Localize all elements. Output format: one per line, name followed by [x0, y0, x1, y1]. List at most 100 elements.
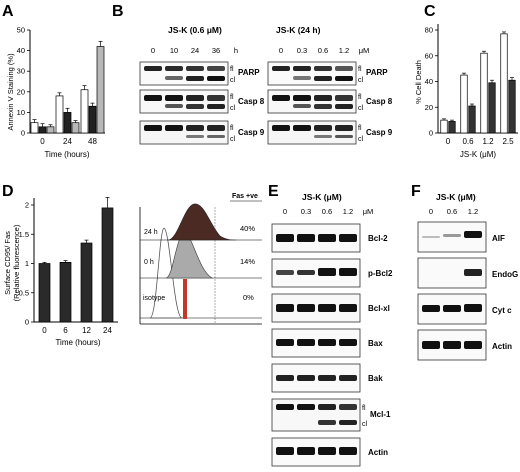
b-right-parp-label: PARP	[366, 68, 388, 77]
panel-d-xlabel: Time (hours)	[55, 338, 100, 347]
b-left-casp8-cl: cl	[230, 105, 236, 112]
panel-a-letter: A	[2, 3, 14, 20]
hist-row-0h-label: 0 h	[144, 259, 154, 266]
panel-e-letter: E	[268, 183, 279, 200]
panel-a-bar	[96, 46, 105, 134]
b-right-parp-fl: fl	[358, 66, 362, 73]
panel-d-xtick-label: 0	[42, 326, 47, 335]
panel-a-xtick-label: 0	[40, 137, 45, 146]
b-left-casp9-label: Casp 9	[238, 128, 265, 137]
panel-a-bar	[55, 95, 64, 134]
panel-e-lane-label: 1.2	[343, 207, 353, 216]
panel-b-left-lane-label: 36	[212, 46, 220, 55]
panel-d: D Surface CD95/ Fas (Relative fluorescen…	[2, 183, 262, 347]
panel-e-header: JS-K (μM)	[302, 192, 342, 202]
panel-e: E JS-K (μM) 0 0.3 0.6 1.2 μM	[268, 183, 393, 467]
panel-a-ytick-label: 30	[17, 67, 25, 76]
panel-b-left-lane-label: h	[234, 46, 238, 55]
panel-e-ticks: 0 0.3 0.6 1.2 μM	[283, 207, 373, 216]
e-label-mcl1-fl: fl	[362, 405, 366, 412]
b-left-parp-label: PARP	[238, 68, 260, 77]
panel-c-xtick-label: 0	[446, 137, 451, 146]
panel-a-bar	[38, 126, 47, 134]
b-left-casp8-fl: fl	[230, 94, 234, 101]
e-label-actin: Actin	[368, 448, 388, 457]
panel-a-bar	[63, 112, 72, 134]
panel-a-bar	[46, 126, 55, 134]
panel-d-ytick-label: 1	[25, 259, 29, 268]
panel-b-right-lane-label: 1.2	[339, 46, 349, 55]
panel-a-ylabel: Annexin V Staining (%)	[6, 53, 15, 131]
panel-c-xtick-label: 1.2	[482, 137, 494, 146]
e-label-bclxl: Bcl-xl	[368, 304, 390, 313]
panel-a-yticks: 0 10 20 30 40 50	[17, 26, 30, 138]
panel-c-bar	[468, 105, 476, 134]
panel-c-bar	[460, 74, 468, 134]
blot-f-cytc	[417, 293, 487, 325]
panel-a-bar	[71, 122, 80, 134]
panel-a-ytick-label: 50	[17, 26, 25, 35]
panel-a-xlabel: Time (hours)	[44, 150, 89, 159]
blot-e-bak	[271, 363, 361, 393]
panel-b-right-lane-label: μM	[359, 46, 370, 55]
panel-a-xticks: 0 24 48	[40, 137, 97, 146]
e-label-mcl1: Mcl-1	[370, 410, 391, 419]
panel-d-histogram: 24 h 0 h isotype Fas +ve 40% 14% 0%	[139, 193, 262, 325]
b-left-casp9-cl: cl	[230, 136, 236, 143]
panel-b-right-header: JS-K (24 h)	[276, 25, 321, 35]
b-left-parp-fl: fl	[230, 66, 234, 73]
panel-a-ytick-label: 10	[17, 108, 25, 117]
e-label-mcl1-cl: cl	[362, 421, 368, 428]
b-right-casp9-label: Casp 9	[366, 128, 393, 137]
panel-c-xlabel: JS-K (μM)	[460, 150, 496, 159]
panel-f-letter: F	[411, 183, 421, 200]
f-label-cytc-word: Cyt c	[492, 306, 512, 315]
f-label-actin: Actin	[492, 342, 512, 351]
panel-a-xtick-label: 48	[88, 137, 97, 146]
b-left-casp8-label: Casp 8	[238, 97, 265, 106]
panel-c-xticks: 0 0.6 1.2 2.5	[446, 137, 514, 146]
blot-f-endog	[417, 257, 487, 289]
panel-c-bar	[448, 121, 456, 134]
blot-b-left-casp9	[139, 120, 229, 145]
panel-a-ytick-label: 20	[17, 87, 25, 96]
panel-d-letter: D	[2, 183, 14, 200]
panel-d-xtick-label: 24	[103, 326, 112, 335]
hist-row-24h-value: 40%	[240, 224, 255, 233]
blot-b-left-parp	[139, 61, 229, 86]
e-label-pbcl2: p-Bcl2	[368, 269, 393, 278]
e-label-bak: Bak	[368, 374, 383, 383]
panel-a-xtick-label: 24	[63, 137, 72, 146]
panel-c-yticks: 0 20 40 60 80	[425, 26, 438, 138]
panel-d-bars	[38, 197, 114, 323]
blot-e-bax	[271, 328, 361, 358]
panel-d-bar	[38, 263, 51, 323]
panel-d-ytick-label: 2	[25, 201, 29, 210]
panel-b-letter: B	[112, 3, 124, 20]
panel-b-right-lane-label: 0.3	[297, 46, 307, 55]
b-right-casp8-cl: cl	[358, 105, 364, 112]
panel-b-right-lane-label: 0	[279, 46, 283, 55]
panel-c-letter: C	[424, 3, 436, 20]
panel-d-ytick-label: 0	[25, 318, 29, 327]
blot-f-aif	[417, 221, 487, 253]
panel-d-xticks: 0 6 12 24	[42, 326, 112, 335]
panel-c-xtick-label: 0.6	[462, 137, 474, 146]
b-right-casp9-cl: cl	[358, 136, 364, 143]
panel-f-ticks: 0 0.6 1.2	[429, 207, 478, 216]
blot-b-right-casp8	[267, 89, 357, 114]
panel-c-ytick-label: 60	[425, 51, 433, 60]
hist-row-0h-value: 14%	[240, 257, 255, 266]
panel-d-ylabel-line1: Surface CD95/ Fas	[3, 231, 12, 295]
panel-d-bar	[80, 242, 93, 323]
panel-b-left-lane-label: 24	[191, 46, 199, 55]
panel-d-ytick-label: 0.5	[19, 288, 29, 297]
panel-d-yticks: 0 0.5 1 1.5 2	[19, 201, 34, 327]
panel-c-ytick-label: 40	[425, 77, 433, 86]
panel-d-ylabel-line2: (Relative fluorescence)	[12, 224, 21, 301]
panel-a-ytick-label: 0	[21, 129, 25, 138]
panel-a-bars	[30, 40, 105, 134]
b-left-casp9-fl: fl	[230, 125, 234, 132]
hist-title: Fas +ve	[232, 193, 258, 200]
